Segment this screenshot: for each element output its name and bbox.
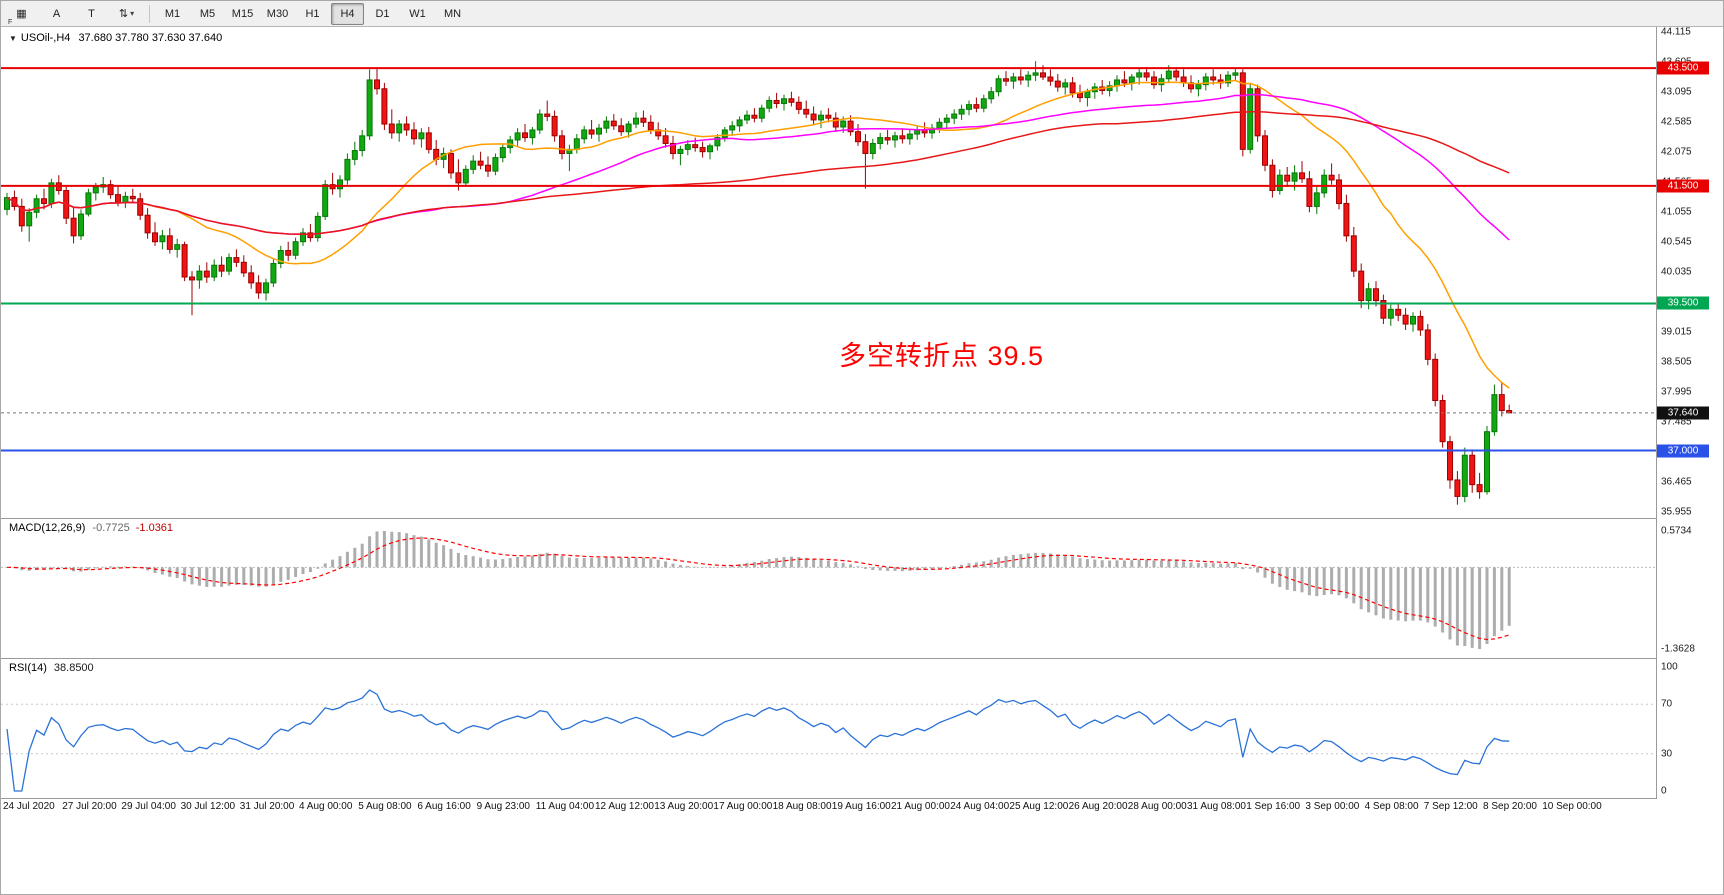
price-axis[interactable]: 44.11543.60543.09542.58542.07541.56541.0… [1657,26,1723,799]
time-axis-label: 28 Aug 00:00 [1127,801,1187,812]
time-axis-label: 17 Aug 00:00 [713,801,773,812]
price-marker-41.500: 41.500 [1657,179,1709,193]
time-axis-label: 10 Sep 00:00 [1542,801,1602,812]
symbol-timeframe-label: USOil-,H4 [20,32,71,44]
macd-signal-value: -1.0361 [135,522,174,534]
time-axis-label: 3 Sep 00:00 [1305,801,1360,812]
price-axis-divider [1656,27,1657,799]
price-axis-label: 39.015 [1661,326,1692,338]
timeframe-button-w1[interactable]: W1 [409,7,426,20]
price-axis-label: 42.585 [1661,116,1692,128]
macd-scale-label: -1.3628 [1661,643,1695,655]
cursor-a-button[interactable]: A [52,7,61,20]
toolbar: ▦ F A T ⇅ ▾ M1 M5 M15 M30 H1 H4 D1 W1 MN [1,1,1723,27]
price-marker-37.000: 37.000 [1657,444,1709,458]
price-axis-label: 40.545 [1661,236,1692,248]
panel-divider-macd-rsi[interactable] [1,658,1723,659]
scale-arrows-button[interactable]: ⇅ ▾ [118,8,135,20]
chart-annotation-text: 多空转折点 39.5 [839,341,1045,371]
time-axis-label: 4 Aug 00:00 [299,801,353,812]
time-axis-label: 19 Aug 16:00 [831,801,891,812]
timeframe-button-h1[interactable]: H1 [305,7,320,20]
timeframe-button-m1[interactable]: M1 [164,7,181,20]
price-marker-43.500: 43.500 [1657,61,1709,75]
time-axis[interactable]: 24 Jul 2020 27 Jul 20:00 29 Jul 04:00 30 Ju… [1,800,1723,816]
time-axis-label: 8 Sep 20:00 [1483,801,1537,812]
time-axis-label: 5 Aug 08:00 [358,801,412,812]
main-price-chart[interactable] [1,28,1656,518]
chart-grid-button-badge: F [8,18,13,26]
time-axis-label: 1 Sep 16:00 [1246,801,1301,812]
timeframe-button-h4[interactable]: H4 [331,2,364,25]
macd-main-value: -0.7725 [92,522,130,534]
price-axis-label: 36.465 [1661,476,1692,488]
time-axis-label: 12 Aug 12:00 [595,801,654,812]
rsi-value: 38.8500 [53,662,94,674]
time-axis-label: 9 Aug 23:00 [476,801,530,812]
rsi-name: RSI(14) [9,662,47,674]
rsi-scale-label: 30 [1661,748,1673,760]
time-axis-label: 26 Aug 20:00 [1068,801,1128,812]
current-price-marker: 37.640 [1657,406,1709,420]
tool-buttons: ▦ F A T ⇅ ▾ [5,3,143,26]
timeframe-button-mn[interactable]: MN [443,7,462,20]
price-axis-label: 37.995 [1661,386,1692,398]
ohlc-values: 37.680 37.780 37.630 37.640 [78,32,223,44]
macd-indicator-pane[interactable] [1,519,1656,658]
time-axis-label: 27 Jul 20:00 [62,801,117,812]
chart-grid-button[interactable]: ▦ F [8,8,27,26]
dropdown-caret-icon[interactable]: ▾ [130,9,135,18]
rsi-scale-label: 100 [1661,661,1678,673]
chart-symbol-header: ▼ USOil-,H4 37.680 37.780 37.630 37.640 [9,32,222,44]
time-axis-label: 25 Aug 12:00 [1009,801,1069,812]
time-axis-label: 31 Jul 20:00 [239,801,295,812]
panel-divider-rsi-timeaxis [1,798,1723,799]
price-axis-label: 40.035 [1661,266,1692,278]
timeframe-button-m15[interactable]: M15 [231,7,254,20]
time-axis-label: 24 Aug 04:00 [950,801,1010,812]
price-axis-label: 37.485 [1661,416,1692,428]
time-axis-label: 11 Aug 04:00 [535,801,594,812]
rsi-scale-label: 70 [1661,698,1673,710]
timeframe-button-d1[interactable]: D1 [375,7,390,20]
time-axis-label: 4 Sep 08:00 [1364,801,1419,812]
time-axis-label: 21 Aug 00:00 [891,801,950,812]
time-axis-label: 29 Jul 04:00 [121,801,176,812]
toolbar-separator [149,4,150,23]
time-axis-label: 30 Jul 12:00 [180,801,236,812]
price-axis-label: 41.055 [1661,206,1692,218]
time-axis-label: 7 Sep 12:00 [1423,801,1478,812]
panel-divider-main-macd[interactable] [1,518,1723,519]
chart-expander-icon[interactable]: ▼ [9,34,17,43]
timeframe-buttons: M1 M5 M15 M30 H1 H4 D1 W1 MN [156,2,469,25]
macd-label-row: MACD(12,26,9) -0.7725 -1.0361 [9,522,173,534]
price-axis-label: 38.505 [1661,356,1692,368]
time-axis-label: 18 Aug 08:00 [772,801,832,812]
time-axis-label: 6 Aug 16:00 [417,801,471,812]
time-axis-label: 24 Jul 2020 [3,801,55,812]
rsi-label-row: RSI(14) 38.8500 [9,662,94,674]
price-axis-label: 44.115 [1661,26,1691,38]
rsi-scale-label: 0 [1661,785,1667,797]
price-axis-label: 42.075 [1661,146,1692,158]
timeframe-button-m30[interactable]: M30 [266,7,289,20]
price-axis-label: 35.955 [1661,506,1692,518]
time-axis-label: 31 Aug 08:00 [1187,801,1246,812]
time-axis-label: 13 Aug 20:00 [654,801,714,812]
text-tool-button[interactable]: T [88,7,95,20]
price-axis-label: 43.095 [1661,86,1692,98]
macd-name: MACD(12,26,9) [9,522,86,534]
timeframe-button-m5[interactable]: M5 [199,7,216,20]
price-marker-39.500: 39.500 [1657,296,1709,310]
rsi-indicator-pane[interactable] [1,659,1656,798]
macd-scale-label: 0.5734 [1661,525,1692,537]
